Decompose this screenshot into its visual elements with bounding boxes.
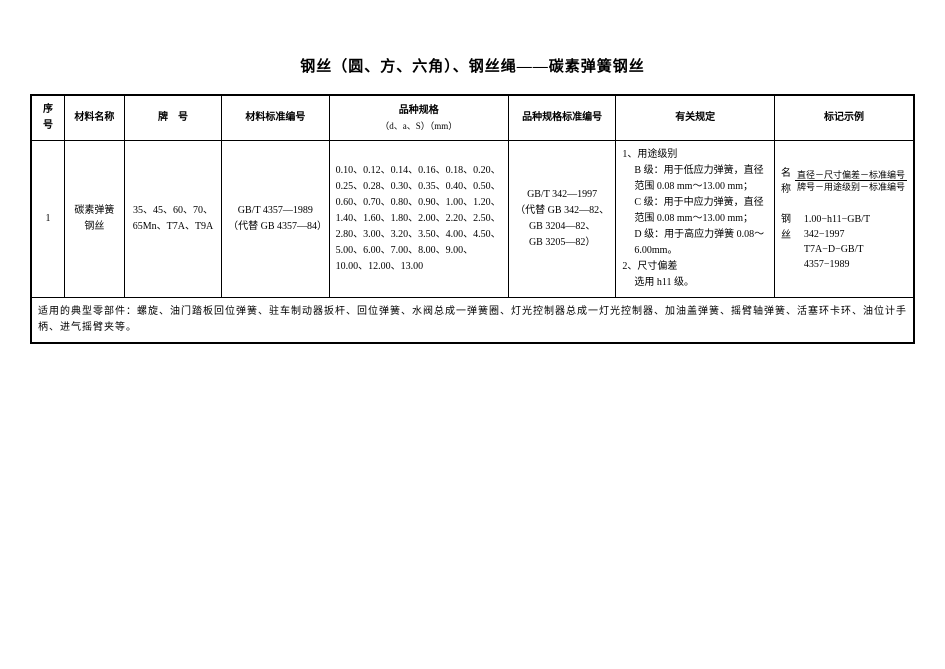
specstd-line3: GB 3204—82、 [515,219,610,235]
mark-ex-line1: 1.00−h11−GB/T 342−1997 [804,212,907,242]
rules-line6: 选用 h11 级。 [622,275,768,291]
cell-specstd: GB/T 342—1997 （代替 GB 342—82、 GB 3204—82、… [508,141,616,298]
mark-formula-row: 名称 直径－尺寸偏差－标准编号 牌号－用途级别－标准编号 [781,166,907,198]
specstd-line2: （代替 GB 342—82、 [515,203,610,219]
rules-line3: C 级：用于中应力弹簧，直径范围 0.08 mm～13.00 mm； [622,195,768,227]
table-row: 1 碳素弹簧钢丝 35、45、60、70、65Mn、T7A、T9A GB/T 4… [31,141,914,298]
rules-line2: B 级：用于低应力弹簧，直径范围 0.08 mm～13.00 mm； [622,163,768,195]
mark-fraction: 直径－尺寸偏差－标准编号 牌号－用途级别－标准编号 [795,170,907,193]
col-std: 材料标准编号 [222,95,330,141]
cell-rules: 1、用途级别 B 级：用于低应力弹簧，直径范围 0.08 mm～13.00 mm… [616,141,775,298]
cell-mark: 名称 直径－尺寸偏差－标准编号 牌号－用途级别－标准编号 钢丝 1.00−h11… [774,141,914,298]
table-body: 1 碳素弹簧钢丝 35、45、60、70、65Mn、T7A、T9A GB/T 4… [31,141,914,344]
std-line2: （代替 GB 4357—84） [228,219,323,235]
rules-line1: 1、用途级别 [622,147,768,163]
mark-example-row: 钢丝 1.00−h11−GB/T 342−1997 T7A−D−GB/T 435… [781,212,907,272]
col-name: 材料名称 [64,95,124,141]
col-spec-sub: （d、a、S）（mm） [336,119,502,133]
table-note-row: 适用的典型零部件：螺旋、油门踏板回位弹簧、驻车制动器扳杆、回位弹簧、水阀总成一弹… [31,298,914,344]
document-page: 钢丝（圆、方、六角）、钢丝绳——碳素弹簧钢丝 序号 材料名称 牌 号 材料标准编… [0,0,945,669]
table-header: 序号 材料名称 牌 号 材料标准编号 品种规格 （d、a、S）（mm） 品种规格… [31,95,914,141]
col-rules: 有关规定 [616,95,775,141]
mark-ex-line2: T7A−D−GB/T 4357−1989 [804,242,907,272]
mark-frac-num: 直径－尺寸偏差－标准编号 [795,170,907,181]
col-grade: 牌 号 [124,95,221,141]
cell-name: 碳素弹簧钢丝 [64,141,124,298]
cell-std: GB/T 4357—1989 （代替 GB 4357—84） [222,141,330,298]
document-title: 钢丝（圆、方、六角）、钢丝绳——碳素弹簧钢丝 [30,55,915,76]
cell-seq: 1 [31,141,64,298]
col-spec: 品种规格 （d、a、S）（mm） [329,95,508,141]
std-line1: GB/T 4357—1989 [228,203,323,219]
cell-grade: 35、45、60、70、65Mn、T7A、T9A [124,141,221,298]
specstd-line4: GB 3205—82） [515,235,610,251]
col-seq: 序号 [31,95,64,141]
rules-line5: 2、尺寸偏差 [622,259,768,275]
col-spec-main: 品种规格 [399,105,439,116]
specstd-line1: GB/T 342—1997 [515,187,610,203]
cell-spec: 0.10、0.12、0.14、0.16、0.18、0.20、0.25、0.28、… [329,141,508,298]
mark-frac-den: 牌号－用途级别－标准编号 [795,182,907,192]
mark-ex-label: 钢丝 [781,212,800,244]
mark-name-label: 名称 [781,166,791,198]
col-specstd: 品种规格标准编号 [508,95,616,141]
mark-example-lines: 1.00−h11−GB/T 342−1997 T7A−D−GB/T 4357−1… [804,212,907,272]
rules-line4: D 级：用于高应力弹簧 0.08～6.00mm。 [622,227,768,259]
cell-note: 适用的典型零部件：螺旋、油门踏板回位弹簧、驻车制动器扳杆、回位弹簧、水阀总成一弹… [31,298,914,344]
table-header-row: 序号 材料名称 牌 号 材料标准编号 品种规格 （d、a、S）（mm） 品种规格… [31,95,914,141]
col-mark: 标记示例 [774,95,914,141]
spec-table: 序号 材料名称 牌 号 材料标准编号 品种规格 （d、a、S）（mm） 品种规格… [30,94,915,344]
